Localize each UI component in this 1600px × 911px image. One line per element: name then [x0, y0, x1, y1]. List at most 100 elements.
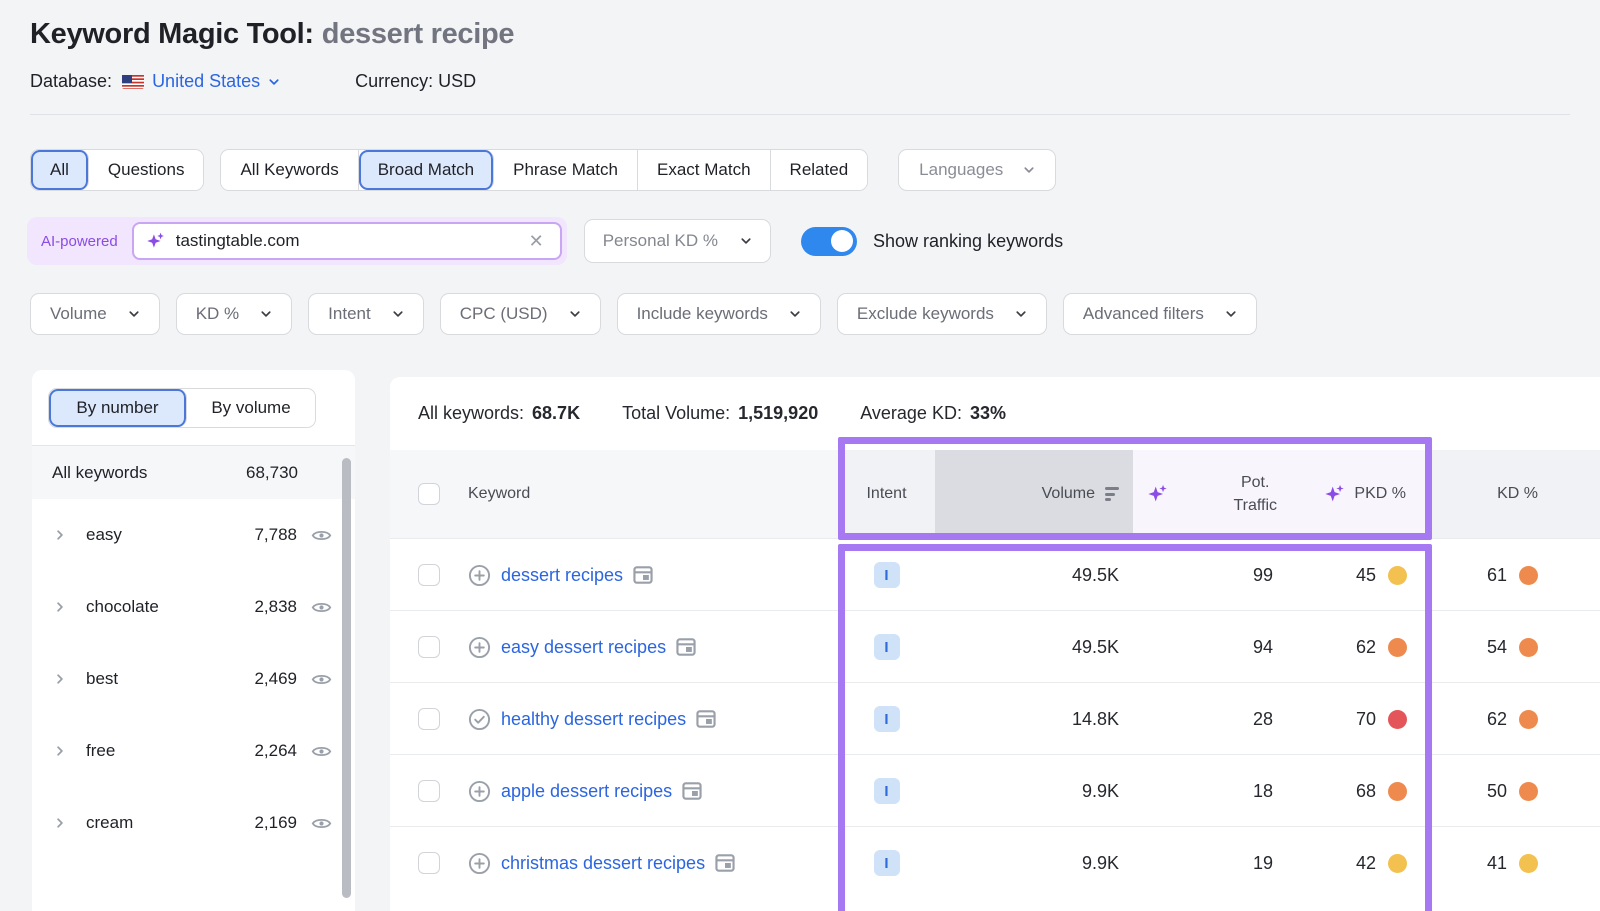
column-header-pkd[interactable]: PKD % [1295, 450, 1432, 538]
eye-icon[interactable] [311, 813, 332, 834]
eye-icon[interactable] [311, 597, 332, 618]
column-header-volume[interactable]: Volume [935, 450, 1133, 538]
include-keywords-dropdown[interactable]: Include keywords [616, 293, 821, 335]
chevron-down-icon [740, 235, 752, 247]
stats-all-keywords-value: 68.7K [532, 403, 581, 423]
tab-related[interactable]: Related [770, 150, 868, 190]
intent-filter-dropdown[interactable]: Intent [308, 293, 424, 335]
serp-features-icon[interactable] [715, 854, 735, 872]
tab-phrase-match[interactable]: Phrase Match [494, 150, 638, 190]
serp-features-icon[interactable] [696, 710, 716, 728]
add-keyword-icon[interactable] [468, 852, 491, 875]
tab-all-keywords[interactable]: All Keywords [221, 150, 359, 190]
row-checkbox[interactable] [418, 780, 440, 802]
keyword-link[interactable]: healthy dessert recipes [501, 708, 687, 729]
sidebar-divider [32, 445, 355, 446]
sidebar-group-free[interactable]: free 2,264 [32, 715, 355, 787]
tab-by-number[interactable]: By number [49, 389, 187, 427]
chevron-down-icon [789, 308, 801, 320]
column-header-pot-traffic[interactable]: Pot. Traffic [1133, 450, 1295, 538]
exclude-keywords-dropdown[interactable]: Exclude keywords [836, 293, 1047, 335]
chevron-down-icon [268, 76, 280, 88]
pkd-difficulty-dot [1388, 709, 1407, 729]
tab-exact-match[interactable]: Exact Match [638, 150, 771, 190]
database-selector[interactable]: United States [152, 71, 280, 92]
pot-traffic-value: 19 [1252, 852, 1273, 873]
column-header-intent[interactable]: Intent [838, 450, 935, 538]
tab-all[interactable]: All [31, 150, 89, 190]
pot-traffic-value: 18 [1252, 780, 1273, 801]
eye-icon[interactable] [311, 525, 332, 546]
eye-icon[interactable] [311, 669, 332, 690]
volume-filter-dropdown[interactable]: Volume [30, 293, 160, 335]
keyword-link[interactable]: apple dessert recipes [501, 780, 673, 801]
intent-filter-label: Intent [328, 304, 371, 323]
page-title-query: dessert recipe [321, 18, 515, 50]
sparkles-icon [1324, 483, 1346, 505]
toggle-knob [831, 230, 853, 252]
sparkles-icon [146, 231, 166, 251]
keyword-link[interactable]: christmas dessert recipes [501, 852, 706, 873]
chevron-down-icon [1225, 308, 1237, 320]
pot-traffic-value: 94 [1252, 636, 1273, 657]
tab-by-volume[interactable]: By volume [187, 389, 315, 427]
add-keyword-icon[interactable] [468, 636, 491, 659]
row-checkbox[interactable] [418, 708, 440, 730]
chevron-down-icon [392, 308, 404, 320]
serp-features-icon[interactable] [633, 566, 653, 584]
advanced-filters-label: Advanced filters [1082, 304, 1204, 323]
kd-filter-dropdown[interactable]: KD % [175, 293, 293, 335]
keyword-added-icon[interactable] [468, 708, 491, 731]
sidebar-group-easy[interactable]: easy 7,788 [32, 499, 355, 571]
clear-input-icon[interactable]: ✕ [528, 230, 544, 251]
eye-icon[interactable] [311, 741, 332, 762]
ai-search-row: AI-powered tastingtable.com ✕ Personal K… [27, 217, 1570, 265]
sidebar-group-best[interactable]: best 2,469 [32, 643, 355, 715]
stats-total-volume-value: 1,519,920 [738, 403, 819, 423]
serp-features-icon[interactable] [676, 638, 696, 656]
keywords-table-panel: All keywords: 68.7K Total Volume: 1,519,92… [390, 377, 1600, 911]
column-header-keyword[interactable]: Keyword [468, 485, 531, 502]
pkd-difficulty-dot [1388, 781, 1407, 801]
exclude-keywords-label: Exclude keywords [856, 304, 994, 323]
table-row: christmas dessert recipes I 9.9K 19 42 4… [390, 826, 1600, 898]
keyword-link[interactable]: dessert recipes [501, 564, 624, 585]
table-row: healthy dessert recipes I 14.8K 28 70 62 [390, 682, 1600, 754]
cpc-filter-label: CPC (USD) [459, 304, 548, 323]
advanced-filters-dropdown[interactable]: Advanced filters [1062, 293, 1257, 335]
sidebar-scrollbar[interactable] [342, 458, 351, 898]
add-keyword-icon[interactable] [468, 780, 491, 803]
sidebar-group-cream[interactable]: cream 2,169 [32, 787, 355, 859]
include-keywords-label: Include keywords [636, 304, 768, 323]
row-checkbox[interactable] [418, 852, 440, 874]
show-ranking-keywords-toggle[interactable] [801, 226, 857, 256]
sidebar-group-chocolate[interactable]: chocolate 2,838 [32, 571, 355, 643]
page-header: Keyword Magic Tool: dessert recipe Databa… [0, 0, 1600, 115]
chevron-down-icon [1015, 308, 1027, 320]
table-row: easy dessert recipes I 49.5K 94 62 54 [390, 610, 1600, 682]
ai-powered-container: AI-powered tastingtable.com ✕ [27, 217, 567, 265]
intent-badge: I [873, 562, 900, 588]
select-all-checkbox[interactable] [418, 483, 440, 505]
tab-questions[interactable]: Questions [88, 150, 204, 190]
personal-kd-dropdown[interactable]: Personal KD % [583, 219, 771, 263]
languages-dropdown[interactable]: Languages [898, 149, 1057, 191]
row-checkbox[interactable] [418, 636, 440, 658]
add-keyword-icon[interactable] [468, 564, 491, 587]
keyword-link[interactable]: easy dessert recipes [501, 636, 667, 657]
tab-broad-match[interactable]: Broad Match [358, 150, 495, 190]
pkd-value: 62 [1355, 636, 1376, 657]
pot-traffic-value: 28 [1252, 708, 1273, 729]
column-header-kd[interactable]: KD % [1432, 450, 1600, 538]
database-value: United States [152, 71, 261, 91]
domain-input[interactable]: tastingtable.com ✕ [131, 222, 562, 260]
serp-features-icon[interactable] [682, 782, 702, 800]
sidebar-item-all-keywords[interactable]: All keywords 68,730 [32, 446, 355, 499]
row-checkbox[interactable] [418, 564, 440, 586]
chevron-down-icon [128, 308, 140, 320]
intent-badge: I [873, 850, 900, 876]
keyword-groups-sidebar: By number By volume All keywords 68,730 … [32, 370, 355, 911]
group-label: best [86, 669, 119, 688]
cpc-filter-dropdown[interactable]: CPC (USD) [439, 293, 601, 335]
kd-difficulty-dot [1519, 637, 1538, 657]
